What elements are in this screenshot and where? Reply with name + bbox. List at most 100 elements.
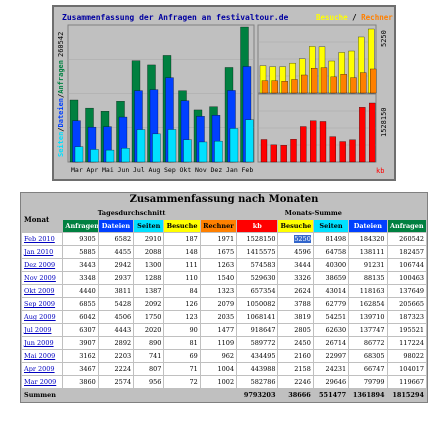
value-cell: 22997 (313, 350, 349, 362)
value-cell: 3811 (98, 285, 134, 297)
value-cell: 26714 (313, 337, 349, 349)
value-cell: 2450 (278, 337, 313, 349)
value-cell: 64758 (313, 246, 349, 258)
value-cell: 187 (164, 233, 200, 245)
value-cell: 98022 (387, 350, 426, 362)
value-cell: 956 (134, 376, 164, 388)
month-cell[interactable]: Jan 2010 (22, 246, 63, 258)
value-cell: 100463 (387, 272, 426, 284)
value-cell: 2160 (278, 350, 313, 362)
value-cell: 29646 (313, 376, 349, 388)
month-link[interactable]: Aug 2009 (24, 313, 56, 321)
total-dateien: 1361894 (349, 389, 387, 401)
value-cell: 2020 (134, 324, 164, 336)
header-kb: kb (237, 220, 278, 232)
value-cell: 5250 (278, 233, 313, 245)
bar-rechner (330, 76, 337, 94)
month-cell[interactable]: Apr 2009 (22, 363, 63, 375)
month-cell[interactable]: Mai 2009 (22, 350, 63, 362)
x-tick-label: Mar (71, 166, 83, 174)
value-cell: 106744 (387, 259, 426, 271)
month-link[interactable]: Jul 2009 (24, 326, 52, 334)
value-cell: 72 (164, 376, 200, 388)
month-cell[interactable]: Feb 2010 (22, 233, 63, 245)
value-cell: 3348 (63, 272, 98, 284)
value-cell: 123 (164, 311, 200, 323)
value-cell: 187323 (387, 311, 426, 323)
month-link[interactable]: Mai 2009 (24, 352, 56, 360)
month-cell[interactable]: Okt 2009 (22, 285, 63, 297)
value-cell: 184320 (349, 233, 387, 245)
x-tick-label: Mai (102, 166, 114, 174)
value-cell: 918647 (237, 324, 278, 336)
x-tick-label: Jun (118, 166, 130, 174)
month-cell[interactable]: Aug 2009 (22, 311, 63, 323)
value-cell: 111 (164, 259, 200, 271)
bar-kb (319, 121, 327, 163)
month-cell[interactable]: Dez 2009 (22, 259, 63, 271)
value-cell: 2574 (98, 376, 134, 388)
bar-seiten (198, 141, 208, 163)
value-cell: 43014 (313, 285, 349, 297)
value-cell: 1004 (200, 363, 237, 375)
month-link[interactable]: Jan 2010 (24, 248, 54, 256)
value-cell: 3444 (278, 259, 313, 271)
value-cell: 4596 (278, 246, 313, 258)
month-link[interactable]: Dez 2009 (24, 261, 56, 269)
month-link[interactable]: Feb 2010 (24, 235, 55, 243)
month-cell[interactable]: Mar 2009 (22, 376, 63, 388)
bar-kb (280, 145, 287, 163)
value-cell: 9305 (63, 233, 98, 245)
table-row: Nov 2009 3348 2937 1288 110 1540 529630 3326 386… (22, 272, 426, 284)
month-link[interactable]: Okt 2009 (24, 287, 55, 295)
value-cell: 126 (164, 298, 200, 310)
month-link[interactable]: Sep 2009 (24, 300, 56, 308)
month-cell[interactable]: Nov 2009 (22, 272, 63, 284)
value-cell: 2092 (134, 298, 164, 310)
selected-value[interactable]: 5250 (294, 235, 311, 243)
value-cell: 1477 (200, 324, 237, 336)
table-row: Mai 2009 3162 2203 741 69 962 434495 2160 22997 6… (22, 350, 426, 362)
value-cell: 1750 (134, 311, 164, 323)
value-cell: 6582 (98, 233, 134, 245)
value-cell: 86772 (349, 337, 387, 349)
value-cell: 3819 (278, 311, 313, 323)
totals-label: Summen (22, 389, 237, 401)
bar-seiten (136, 129, 146, 163)
value-cell: 1288 (134, 272, 164, 284)
value-cell: 2892 (98, 337, 134, 349)
value-cell: 4443 (98, 324, 134, 336)
header-seiten-sum: Seiten (313, 220, 349, 232)
bar-seiten (245, 119, 254, 163)
header-seiten: Seiten (134, 220, 164, 232)
value-cell: 962 (200, 350, 237, 362)
bar-seiten (152, 133, 161, 163)
value-cell: 24231 (313, 363, 349, 375)
month-link[interactable]: Mar 2009 (24, 378, 57, 386)
value-cell: 110 (164, 272, 200, 284)
value-cell: 1068141 (237, 311, 278, 323)
bar-rechner (271, 80, 278, 94)
header-besuche-sum: Besuche (278, 220, 313, 232)
month-cell[interactable]: Jun 2009 (22, 337, 63, 349)
month-cell[interactable]: Jul 2009 (22, 324, 63, 336)
value-cell: 1540 (200, 272, 237, 284)
total-kb: 9793203 (237, 389, 278, 401)
kb-unit-label: kb (376, 167, 384, 175)
month-cell[interactable]: Sep 2009 (22, 298, 63, 310)
table-title: Zusammenfassung nach Monaten (22, 194, 426, 206)
month-link[interactable]: Jun 2009 (24, 339, 54, 347)
header-besuche: Besuche (164, 220, 200, 232)
value-cell: 205665 (387, 298, 426, 310)
bar-seiten (183, 139, 192, 163)
bar-kb (339, 141, 346, 163)
month-link[interactable]: Nov 2009 (24, 274, 56, 282)
group-monthly-sum: Monats-Summe (200, 207, 426, 219)
value-cell: 2088 (134, 246, 164, 258)
x-tick-label: Apr (87, 166, 99, 174)
month-link[interactable]: Apr 2009 (24, 365, 55, 373)
value-cell: 741 (134, 350, 164, 362)
value-cell: 91231 (349, 259, 387, 271)
bar-seiten (90, 149, 99, 163)
value-cell: 1050082 (237, 298, 278, 310)
